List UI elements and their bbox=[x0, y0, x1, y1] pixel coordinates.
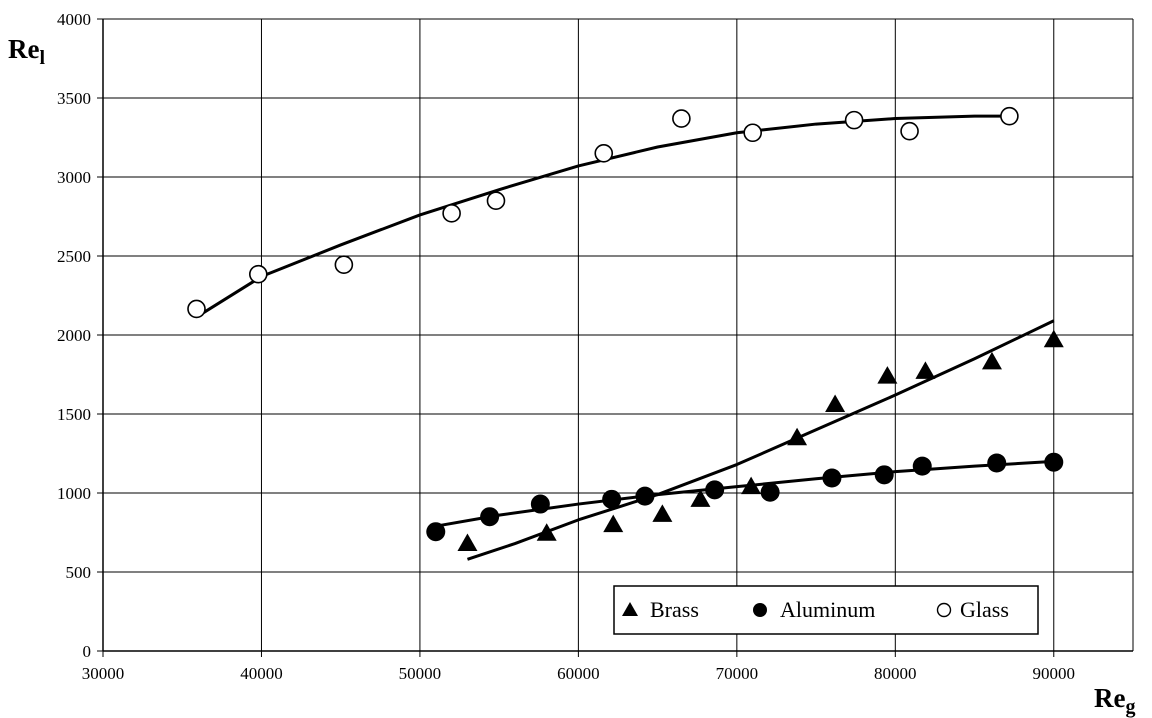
tick-labels: 30000 40000 50000 60000 70000 80000 90000 0 500 1… bbox=[57, 10, 1075, 683]
legend-aluminum-marker bbox=[753, 603, 767, 617]
aluminum-point bbox=[635, 486, 655, 506]
x-axis-title-sub: g bbox=[1125, 696, 1135, 718]
aluminum-point bbox=[760, 482, 780, 502]
brass-point bbox=[787, 427, 808, 446]
brass-point bbox=[877, 366, 898, 384]
brass-point bbox=[915, 361, 936, 379]
y-tick-label: 0 bbox=[83, 642, 92, 661]
glass-point bbox=[844, 110, 864, 130]
trendlines bbox=[197, 114, 1055, 561]
x-tick-label: 70000 bbox=[716, 664, 759, 683]
x-tick-label: 40000 bbox=[240, 664, 283, 683]
aluminum-point bbox=[705, 480, 725, 500]
y-axis-title: Rel bbox=[8, 34, 45, 69]
glass-point bbox=[594, 144, 614, 163]
y-tick-label: 2000 bbox=[57, 326, 91, 345]
data-points bbox=[187, 106, 1064, 552]
brass-point bbox=[457, 533, 478, 552]
glass-point bbox=[334, 255, 354, 274]
glass-point bbox=[900, 121, 919, 141]
y-tick-label: 3500 bbox=[57, 89, 91, 108]
aluminum-trendline bbox=[435, 459, 1054, 528]
y-tick-label: 4000 bbox=[57, 10, 91, 29]
legend-brass-label: Brass bbox=[650, 597, 699, 622]
glass-point bbox=[1000, 106, 1019, 126]
y-tick-label: 1500 bbox=[57, 405, 91, 424]
grid bbox=[103, 18, 1134, 651]
brass-point bbox=[603, 514, 624, 533]
brass-point bbox=[825, 394, 846, 413]
brass-point bbox=[652, 504, 673, 522]
aluminum-point bbox=[426, 522, 446, 542]
aluminum-point bbox=[874, 465, 894, 485]
aluminum-point bbox=[912, 456, 932, 476]
aluminum-point bbox=[530, 494, 550, 514]
legend-brass-marker bbox=[622, 602, 638, 616]
y-axis-title-sub: l bbox=[39, 47, 45, 69]
glass-point bbox=[743, 123, 762, 143]
glass-point bbox=[442, 204, 461, 223]
x-tick-label: 90000 bbox=[1033, 664, 1076, 683]
x-tick-label: 50000 bbox=[399, 664, 442, 683]
glass-point bbox=[486, 191, 506, 210]
brass-trendline bbox=[466, 319, 1055, 561]
aluminum-point bbox=[480, 507, 500, 527]
glass-point bbox=[672, 109, 691, 128]
glass-trendline bbox=[197, 114, 1010, 318]
y-tick-label: 3000 bbox=[57, 168, 91, 187]
x-tick-label: 30000 bbox=[82, 664, 125, 683]
brass-point bbox=[1043, 329, 1064, 348]
brass-point bbox=[981, 351, 1002, 370]
y-tick-label: 500 bbox=[66, 563, 92, 582]
legend: Brass Aluminum Glass bbox=[613, 585, 1039, 635]
brass-point bbox=[741, 476, 762, 495]
brass-point bbox=[536, 523, 557, 541]
aluminum-point bbox=[822, 468, 842, 488]
x-axis-title: Reg bbox=[1094, 683, 1135, 718]
x-tick-label: 80000 bbox=[874, 664, 917, 683]
y-tick-label: 1000 bbox=[57, 484, 91, 503]
aluminum-point bbox=[1044, 452, 1064, 472]
y-tick-label: 2500 bbox=[57, 247, 91, 266]
axis-titles: Rel Reg bbox=[8, 34, 1135, 718]
aluminum-point bbox=[987, 453, 1007, 473]
brass-point bbox=[690, 489, 711, 507]
legend-aluminum-label: Aluminum bbox=[780, 597, 875, 622]
glass-point bbox=[187, 299, 206, 319]
legend-glass-marker bbox=[936, 602, 952, 618]
aluminum-point bbox=[602, 489, 622, 509]
glass-point bbox=[248, 264, 268, 284]
legend-glass-label: Glass bbox=[960, 597, 1009, 622]
x-tick-label: 60000 bbox=[557, 664, 600, 683]
legend-box bbox=[613, 585, 1039, 635]
